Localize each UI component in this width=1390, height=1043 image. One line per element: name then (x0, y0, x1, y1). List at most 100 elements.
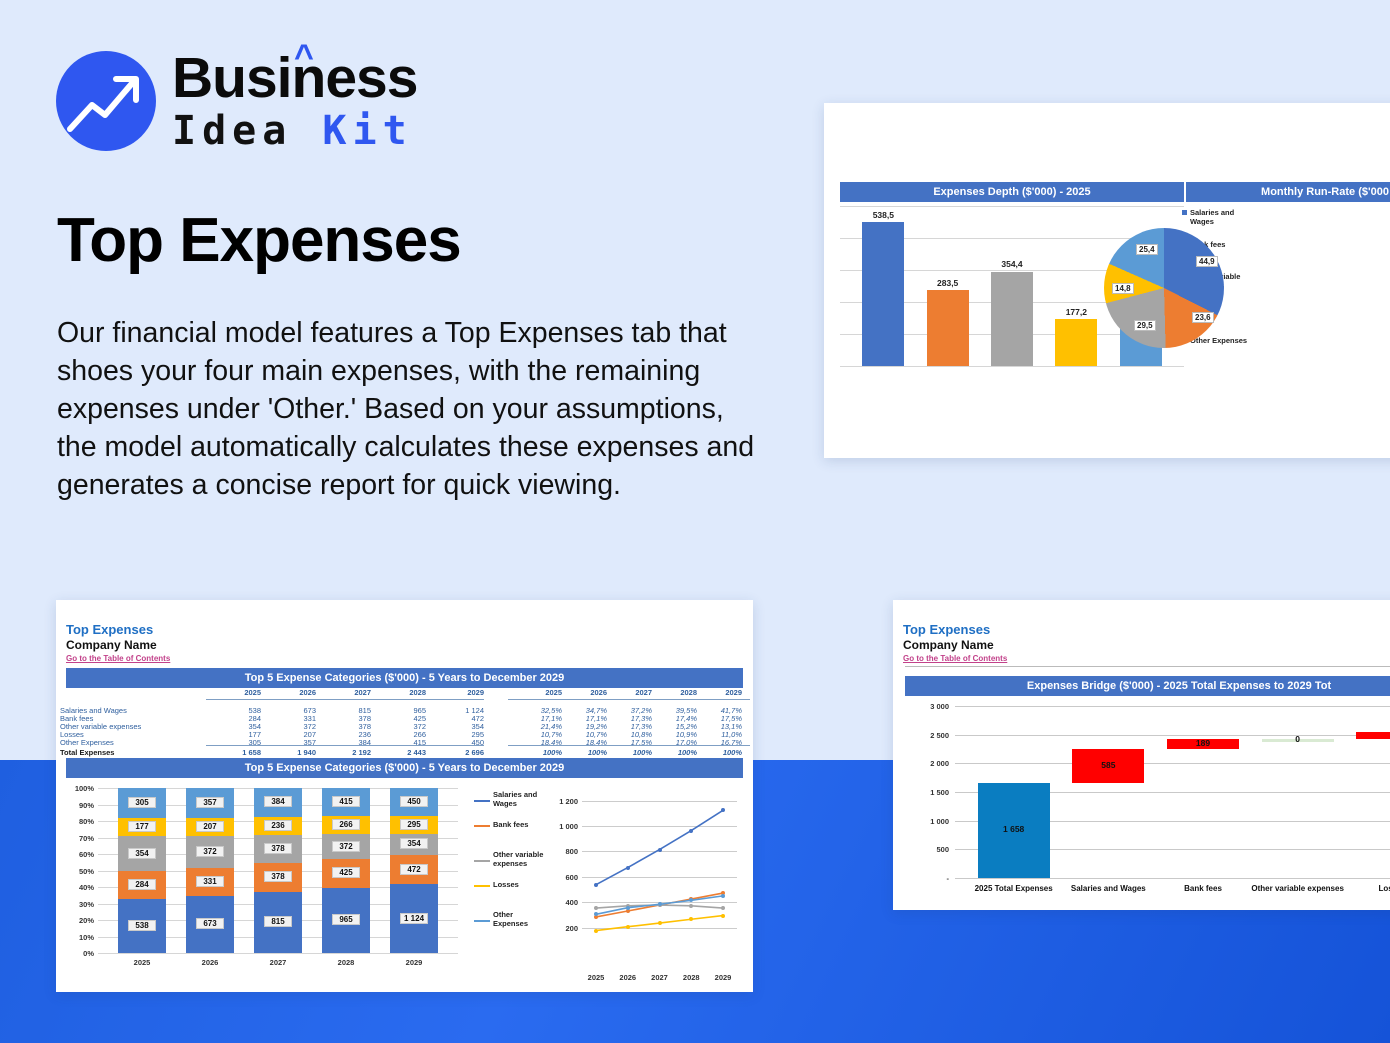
legend-label: Other Expenses (1190, 336, 1248, 345)
chart-gridline (955, 820, 1390, 822)
table-cell-pct: 13,1% (720, 722, 742, 731)
x-axis-tick-label: 2025 (133, 958, 151, 967)
stack-value-label: 236 (264, 819, 292, 831)
bar-value-label: 354,4 (1001, 259, 1023, 270)
chart-title-monthly-run-rate: Monthly Run-Rate ($'000 (1186, 182, 1390, 202)
line-data-point (657, 902, 662, 907)
table-cell-pct: 34,7% (585, 706, 607, 715)
table-cell-pct: 32,5% (540, 706, 562, 715)
report-company-name-bridge: Company Name (903, 638, 994, 652)
table-cell-value: 815 (358, 706, 371, 715)
table-col-header-year: 2028 (409, 688, 426, 697)
table-cell-pct: 17,0% (675, 738, 697, 747)
chart-title-expenses-depth: Expenses Depth ($'000) - 2025 (840, 182, 1184, 202)
line-legend-swatch-3 (474, 885, 490, 888)
table-row-label: Other variable expenses (60, 722, 142, 731)
y-axis-tick-label: 1 000 (559, 822, 578, 832)
growth-arrow-icon (56, 50, 156, 151)
table-cell-value: 378 (358, 714, 371, 723)
line-data-point (594, 912, 598, 917)
circumflex-accent-icon: ^ (294, 38, 314, 76)
stacked-bar-chart: 0% 10% 20% 30% 40% 50% 60% 70% 80% 90% 100% 538 284 3… (66, 780, 471, 985)
stack-value-label: 450 (400, 795, 428, 807)
waterfall-bar-0 (977, 782, 1050, 878)
x-axis-tick-label: 2028 (337, 958, 355, 967)
line-data-point (689, 898, 694, 903)
chart-gridline (582, 826, 737, 828)
table-cell-pct: 41,7% (720, 706, 742, 715)
page-description: Our financial model features a Top Expen… (57, 317, 755, 501)
line-legend-swatch-0 (474, 799, 490, 802)
x-axis-tick-label: 2026 (619, 973, 637, 982)
stack-value-label: 354 (400, 838, 428, 850)
table-cell-value: 384 (358, 738, 371, 747)
chart-gridline (582, 800, 737, 802)
bar-value-label: 283,5 (937, 278, 959, 289)
pie-value-label-0: 44,9 (1196, 256, 1218, 267)
table-cell-pct: 17,5% (720, 714, 742, 723)
line-legend-swatch-1 (474, 825, 490, 828)
table-row-label: Salaries and Wages (60, 706, 127, 715)
y-axis-tick-label: 600 (565, 872, 578, 882)
x-axis-tick-label: 2028 (682, 973, 700, 982)
expenses-table: 2025 2025 2026 2026 2027 2027 2028 2028 2029 2029… (56, 600, 753, 760)
y-axis-tick-label: 80% (78, 817, 94, 826)
chart-gridline (840, 206, 1184, 207)
line-data-point (625, 905, 630, 910)
table-header-rule (508, 699, 750, 700)
line-data-point (594, 914, 598, 919)
stack-value-label: 372 (196, 845, 224, 857)
chart-gridline (955, 763, 1390, 765)
waterfall-category-label-4: Losses (1378, 884, 1390, 893)
y-axis-tick-label: 30% (78, 899, 94, 909)
table-cell-pct: 18,4% (540, 738, 562, 747)
y-axis-tick-label: 500 (936, 845, 949, 855)
line-data-point (721, 913, 725, 918)
dashboard-panel-expenses-bridge: Top Expenses Company Name Go to the Tabl… (893, 600, 1390, 910)
line-data-point (594, 882, 598, 887)
table-cell-pct: 19,2% (585, 722, 607, 731)
bar-segment (991, 271, 1033, 366)
bar-segment (862, 222, 905, 366)
line-data-point (594, 906, 598, 911)
table-cell-total-pct: 100% (542, 748, 562, 757)
line-legend-label: Other Expenses (493, 910, 529, 929)
table-col-header-year-pct: 2025 (545, 688, 562, 697)
table-cell-total: 2 696 (465, 748, 484, 757)
stack-value-label: 965 (332, 914, 360, 926)
chart-gridline (840, 238, 1184, 239)
stack-value-label: 207 (196, 821, 224, 833)
report-title-bridge: Top Expenses (903, 622, 991, 637)
report-header: Top Expenses Company Name Go to the Tabl… (66, 622, 170, 663)
waterfall-bar-2 (1167, 738, 1239, 750)
table-cell-total-pct: 100% (587, 748, 607, 757)
table-cell-pct: 16,7% (720, 738, 742, 747)
stack-value-label: 472 (400, 863, 428, 875)
table-cell-value: 1 124 (465, 706, 484, 715)
stack-value-label: 538 (128, 920, 156, 932)
table-row-label: Other Expenses (60, 738, 114, 747)
line-data-point (721, 808, 725, 813)
waterfall-bar-4 (1356, 731, 1390, 739)
table-row-label: Losses (60, 730, 84, 739)
pie-chart-monthly-run-rate: 44,9 23,6 29,5 14,8 25,4 (1104, 228, 1224, 348)
stack-value-label: 305 (128, 797, 156, 809)
y-axis-tick-label: 50% (78, 866, 94, 876)
chart-title-expenses-bridge: Expenses Bridge ($'000) - 2025 Total Exp… (905, 676, 1390, 696)
table-cell-value: 415 (413, 738, 426, 747)
table-cell-pct: 10,7% (540, 730, 562, 739)
table-cell-value: 177 (248, 730, 261, 739)
divider (905, 666, 1390, 667)
table-cell-pct: 10,9% (675, 730, 697, 739)
table-of-contents-link[interactable]: Go to the Table of Contents (66, 654, 171, 663)
table-cell-pct: 11,0% (721, 730, 742, 739)
dashboard-panel-top-5-expense-categories: Top Expenses Company Name Go to the Tabl… (56, 600, 753, 992)
table-of-contents-link-bridge[interactable]: Go to the Table of Contents (903, 654, 1008, 663)
line-legend-label: Salaries and Wages (493, 790, 538, 809)
line-legend-swatch-4 (474, 919, 490, 922)
table-cell-value: 354 (471, 722, 484, 731)
chart-gridline (840, 270, 1184, 271)
table-cell-value: 305 (248, 738, 261, 747)
bar-value-label: 538,5 (872, 210, 894, 221)
line-data-point (689, 828, 694, 833)
